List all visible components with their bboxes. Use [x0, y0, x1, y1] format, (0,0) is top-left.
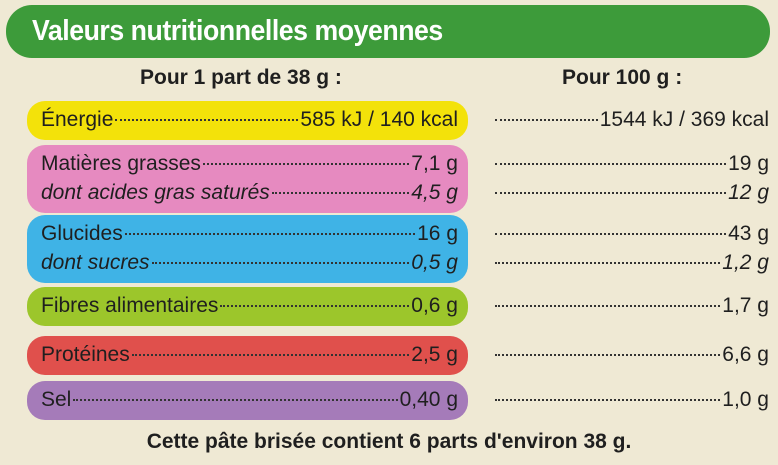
per-portion-value: 0,6 g [411, 294, 458, 317]
nutrient-row: Protéines 2,5 g [27, 336, 468, 375]
leader [220, 305, 410, 307]
per-100g-value: 1544 kJ / 369 kcal [599, 108, 769, 131]
per-portion-value: 16 g [417, 222, 458, 245]
row-line: Sel 0,40 g [41, 385, 458, 414]
nutrient-row: Fibres alimentaires 0,6 g [27, 287, 468, 326]
row-line: 1,7 g [493, 291, 769, 320]
leader [495, 399, 721, 401]
per-100g-column: 1,0 g [493, 385, 769, 414]
leader [271, 192, 410, 194]
nutrient-label: Énergie [41, 108, 114, 131]
nutrient-label: Fibres alimentaires [41, 294, 219, 317]
row-line: 6,6 g [493, 340, 769, 369]
per-100g-column: 1544 kJ / 369 kcal [493, 105, 769, 134]
per-100g-column: 19 g 12 g [493, 149, 769, 207]
leader [202, 163, 410, 165]
nutrient-label: dont sucres [41, 251, 150, 274]
leader [73, 399, 398, 401]
per-100g-value: 1,2 g [722, 251, 769, 274]
row-line: dont sucres 0,5 g [41, 248, 458, 277]
nutrient-label: dont acides gras saturés [41, 181, 270, 204]
row-line: Fibres alimentaires 0,6 g [41, 291, 458, 320]
nutrient-row: Sel 0,40 g [27, 381, 468, 420]
row-line: dont acides gras saturés 4,5 g [41, 178, 458, 207]
nutrient-row: Matières grasses 7,1 g dont acides gras sa… [27, 145, 468, 213]
leader [495, 233, 727, 235]
nutrient-label: Matières grasses [41, 152, 201, 175]
row-line: Matières grasses 7,1 g [41, 149, 458, 178]
column-header: Pour 1 part de 38 g : [140, 66, 342, 89]
per-portion-value: 0,5 g [411, 251, 458, 274]
per-100g-column: 6,6 g [493, 340, 769, 369]
nutrient-label: Sel [41, 388, 72, 411]
row-line: Protéines 2,5 g [41, 340, 458, 369]
leader [495, 163, 727, 165]
column-header: Pour 100 g : [562, 66, 683, 89]
nutrient-row: Énergie 585 kJ / 140 kcal [27, 101, 468, 140]
per-portion-value: 585 kJ / 140 kcal [300, 108, 458, 131]
nutrient-label: Protéines [41, 343, 130, 366]
per-100g-value: 12 g [728, 181, 769, 204]
row-line: 1,2 g [493, 248, 769, 277]
row-line: 1,0 g [493, 385, 769, 414]
row-line: 12 g [493, 178, 769, 207]
leader [495, 119, 598, 121]
per-100g-value: 6,6 g [722, 343, 769, 366]
header-bar: Valeurs nutritionnelles moyennes [6, 5, 770, 58]
per-portion-value: 7,1 g [411, 152, 458, 175]
leader [124, 233, 416, 235]
leader [495, 354, 721, 356]
leader [115, 119, 299, 121]
per-portion-value: 4,5 g [411, 181, 458, 204]
per-portion-value: 0,40 g [399, 388, 458, 411]
leader [495, 192, 727, 194]
nutrient-row: Glucides 16 g dont sucres 0,5 g [27, 215, 468, 283]
per-100g-value: 1,7 g [722, 294, 769, 317]
per-100g-column: 43 g 1,2 g [493, 219, 769, 277]
per-100g-column: 1,7 g [493, 291, 769, 320]
footer: Cette pâte brisée contient 6 parts d'env… [146, 430, 632, 453]
nutrient-label: Glucides [41, 222, 123, 245]
leader [495, 262, 721, 264]
leader [495, 305, 721, 307]
row-line: Glucides 16 g [41, 219, 458, 248]
leader [131, 354, 410, 356]
title: Valeurs nutritionnelles moyennes [32, 15, 443, 47]
row-line: Énergie 585 kJ / 140 kcal [41, 105, 458, 134]
row-line: 1544 kJ / 369 kcal [493, 105, 769, 134]
leader [151, 262, 410, 264]
row-line: 43 g [493, 219, 769, 248]
per-portion-value: 2,5 g [411, 343, 458, 366]
per-100g-value: 1,0 g [722, 388, 769, 411]
per-100g-value: 43 g [728, 222, 769, 245]
per-100g-value: 19 g [728, 152, 769, 175]
row-line: 19 g [493, 149, 769, 178]
